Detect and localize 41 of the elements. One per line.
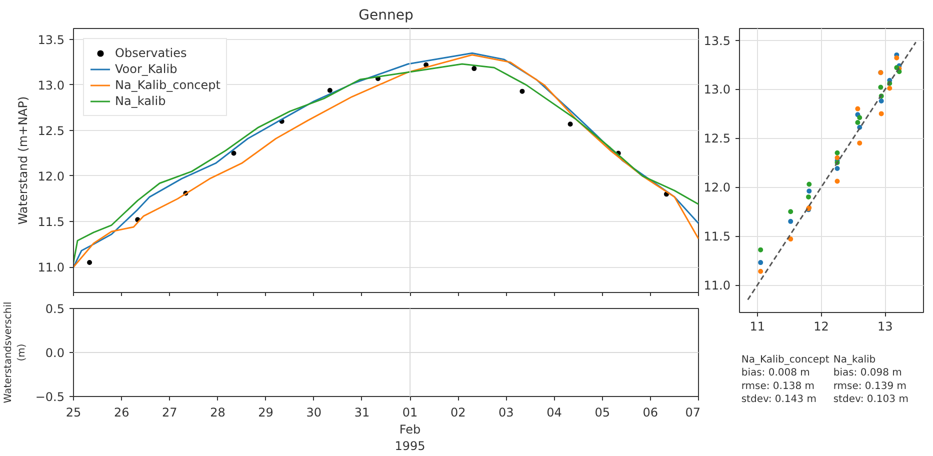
x-tick-label: 11 xyxy=(750,320,766,334)
y-tick-label: 11.5 xyxy=(38,214,64,229)
x-tick-label: 30 xyxy=(306,406,322,420)
y-tick-label: 12.5 xyxy=(38,124,64,138)
y-tick-label: 11.5 xyxy=(704,230,730,244)
y-tick-label: 12.0 xyxy=(704,180,730,195)
y-axis-title: Waterstandsverschil (m) xyxy=(3,302,28,404)
x-tick-label: 31 xyxy=(354,406,370,420)
y-tick-label: 0.5 xyxy=(45,302,65,316)
x-tick-label: 28 xyxy=(210,406,226,420)
x-tick-label: 01 Feb 1995 xyxy=(394,406,426,454)
x-tick-label: 12 xyxy=(814,320,829,334)
y-tick-label: 12.0 xyxy=(38,169,64,184)
y-tick-label: 13.0 xyxy=(38,78,64,92)
x-tick-label: 26 xyxy=(114,406,130,420)
x-tick-label: 03 xyxy=(498,406,514,420)
y-tick-label: 12.5 xyxy=(704,132,730,146)
x-tick-label: 05 xyxy=(594,406,610,420)
x-tick-label: 13 xyxy=(878,320,893,334)
y-tick-label: 13.5 xyxy=(704,34,730,48)
x-tick-label: 25 xyxy=(66,406,82,420)
x-tick-label: 29 xyxy=(258,406,274,420)
legend-label: Na_kalib xyxy=(115,93,166,109)
text: Na_Kalib_concept bias: 0.008 m rmse: 0.138 m stdev: 0.143 m xyxy=(741,354,830,406)
legend-label: Observaties xyxy=(115,45,187,61)
y-axis-title: Waterstand (m+NAP) xyxy=(16,96,30,225)
chart-title: Gennep xyxy=(358,8,414,24)
y-tick-label: −0.5 xyxy=(35,390,64,404)
text: Na_kalib bias: 0.098 m rmse: 0.139 m stdev: 0.103 m xyxy=(833,354,908,406)
legend-label: Voor_Kalib xyxy=(115,61,178,77)
y-tick-label: 11.0 xyxy=(704,278,730,293)
y-tick-label: 13.0 xyxy=(704,82,730,97)
x-tick-label: 04 xyxy=(546,406,562,420)
x-tick-label: 02 xyxy=(450,406,466,420)
x-tick-label: 27 xyxy=(162,406,178,420)
y-tick-label: 0.0 xyxy=(45,346,65,360)
legend-label: Na_Kalib_concept xyxy=(115,77,220,93)
y-tick-label: 13.5 xyxy=(38,32,64,47)
y-tick-label: 11.0 xyxy=(38,260,64,275)
x-tick-label: 06 xyxy=(642,406,658,420)
x-tick-label: 07 xyxy=(685,406,701,420)
